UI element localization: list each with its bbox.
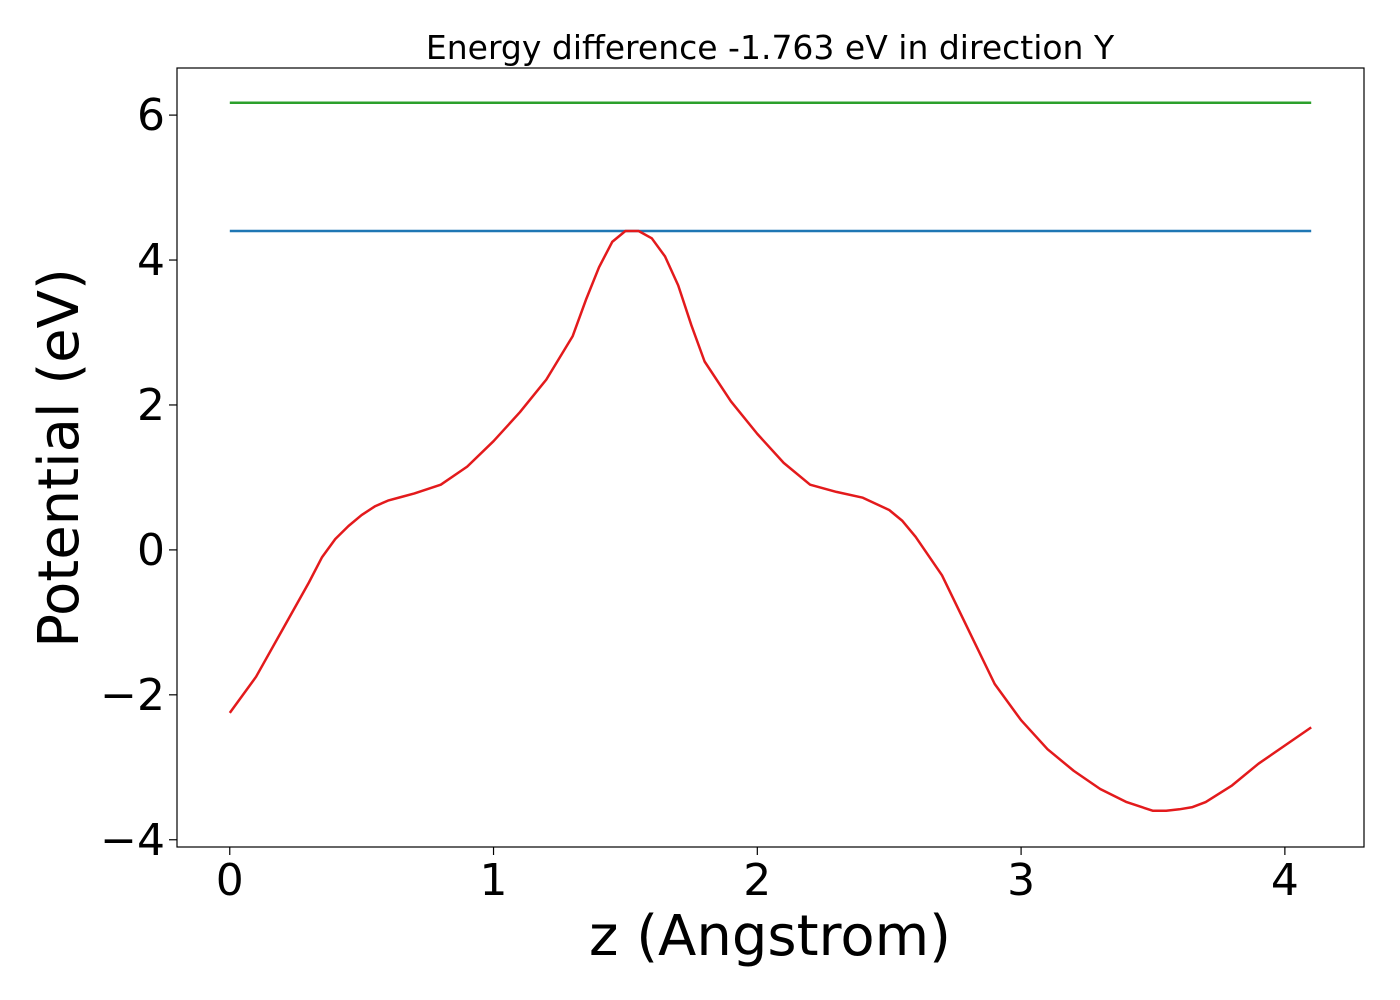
series-line-2 [228,229,1312,813]
plot-area [176,67,1365,848]
x-axis-label: z (Angstrom) [589,904,951,969]
y-tick-label: −4 [100,815,165,866]
y-tick-label: 4 [137,235,165,286]
y-tick-label: 6 [137,90,165,141]
x-tick-label: 3 [1007,855,1035,906]
y-tick-label: 2 [137,380,165,431]
x-tick-label: 4 [1271,855,1299,906]
x-tick-label: 1 [480,855,508,906]
chart-title: Energy difference -1.763 eV in direction… [426,28,1115,67]
y-axis-label: Potential (eV) [27,268,92,648]
y-tick-label: −2 [100,670,165,721]
y-tick-label: 0 [137,525,165,576]
series-layer [228,101,1312,813]
y-axis: −4 −2 0 2 4 6 [100,90,177,866]
x-axis: 0 1 2 3 4 [216,847,1299,906]
x-tick-label: 0 [216,855,244,906]
axes-frame [176,67,1365,848]
x-tick-label: 2 [743,855,771,906]
